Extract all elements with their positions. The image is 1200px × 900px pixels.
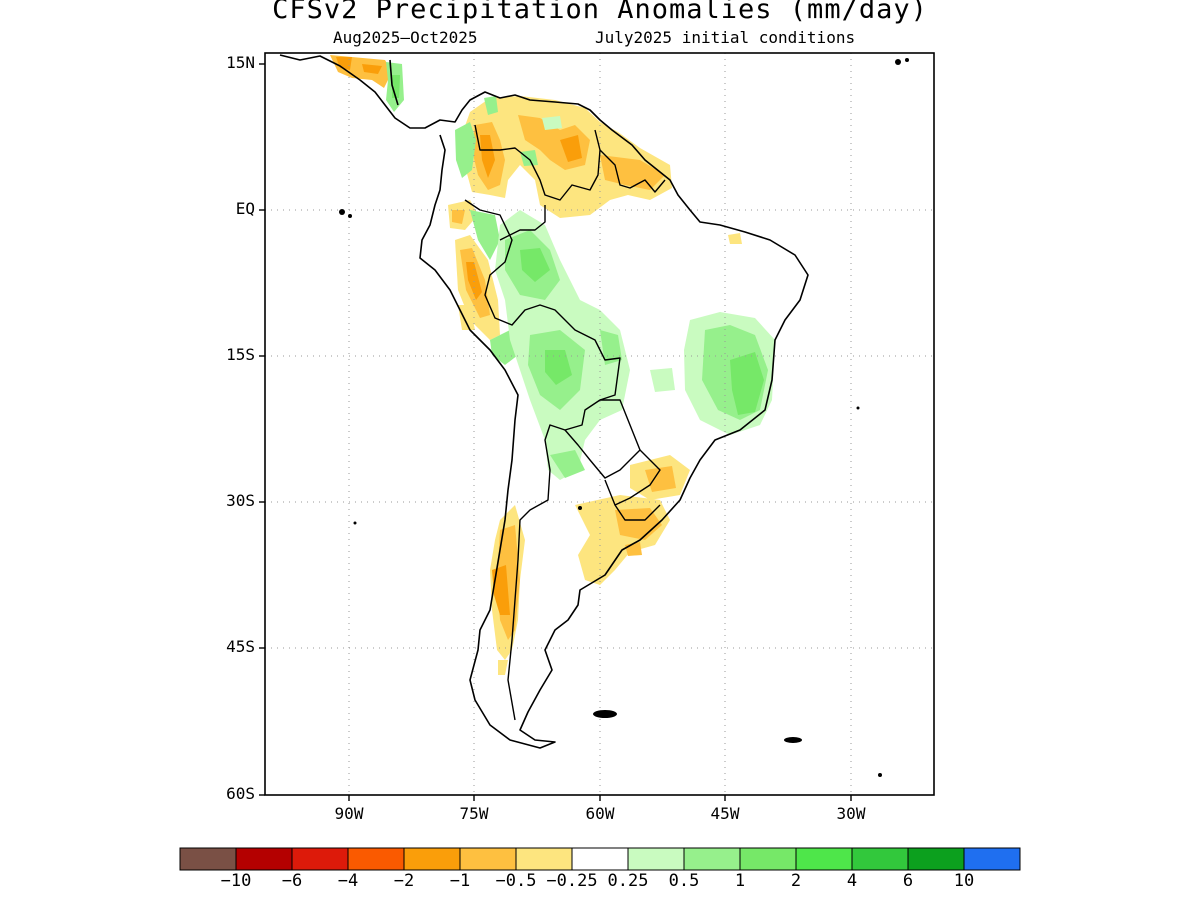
colorbar-label: −4 bbox=[337, 871, 359, 891]
colorbar-swatch bbox=[459, 847, 517, 871]
initial-conditions: July2025 initial conditions bbox=[595, 28, 856, 47]
colorbar-swatch bbox=[851, 847, 909, 871]
lon-label-60w: 60W bbox=[585, 804, 615, 823]
map-title: CFSv2 Precipitation Anomalies (mm/day) bbox=[272, 0, 928, 25]
colorbar-swatch bbox=[627, 847, 685, 871]
lat-label-eq: EQ bbox=[235, 199, 255, 218]
colorbar-label: −0.5 bbox=[495, 871, 537, 891]
anomaly-peru-wet bbox=[470, 210, 500, 260]
colorbar-label: 2 bbox=[790, 871, 802, 891]
colorbar-swatch bbox=[347, 847, 405, 871]
colorbar-label: −10 bbox=[220, 871, 252, 891]
colorbar-swatch bbox=[179, 847, 237, 871]
colorbar-swatch bbox=[515, 847, 573, 871]
lon-label-75w: 75W bbox=[459, 804, 489, 823]
coastlines bbox=[279, 54, 809, 749]
colorbar-swatch bbox=[235, 847, 293, 871]
islands bbox=[339, 58, 909, 777]
colorbar bbox=[179, 847, 1021, 871]
lat-label-15n: 15N bbox=[226, 53, 255, 72]
lat-label-15s: 15S bbox=[226, 345, 255, 364]
colorbar-label: −0.25 bbox=[546, 871, 598, 891]
lon-label-45w: 45W bbox=[710, 804, 740, 823]
colorbar-label: −1 bbox=[449, 871, 471, 891]
gridlines bbox=[265, 53, 934, 795]
anomaly-colombia-wet bbox=[455, 122, 476, 178]
colorbar-swatch bbox=[403, 847, 461, 871]
colorbar-label: 0.25 bbox=[607, 871, 649, 891]
colorbar-label: 6 bbox=[902, 871, 914, 891]
colorbar-label: 10 bbox=[953, 871, 975, 891]
colorbar-label: −6 bbox=[281, 871, 303, 891]
colorbar-swatch bbox=[795, 847, 853, 871]
colorbar-swatch bbox=[683, 847, 741, 871]
colorbar-swatch bbox=[963, 847, 1021, 871]
lon-label-30w: 30W bbox=[836, 804, 866, 823]
lat-label-60s: 60S bbox=[226, 784, 255, 803]
axis-ticks bbox=[259, 63, 852, 801]
colorbar-label: 0.5 bbox=[668, 871, 700, 891]
colorbar-label: −2 bbox=[393, 871, 415, 891]
colorbar-swatch bbox=[291, 847, 349, 871]
country-borders bbox=[464, 124, 666, 721]
lon-label-90w: 90W bbox=[334, 804, 364, 823]
colorbar-swatch bbox=[739, 847, 797, 871]
colorbar-label: 4 bbox=[846, 871, 858, 891]
lat-label-45s: 45S bbox=[226, 637, 255, 656]
lat-label-30s: 30S bbox=[226, 491, 255, 510]
anomaly-shading bbox=[330, 55, 775, 675]
colorbar-label: 1 bbox=[734, 871, 746, 891]
colorbar-swatch bbox=[907, 847, 965, 871]
forecast-period: Aug2025—Oct2025 bbox=[333, 28, 478, 47]
colorbar-swatch bbox=[571, 847, 629, 871]
